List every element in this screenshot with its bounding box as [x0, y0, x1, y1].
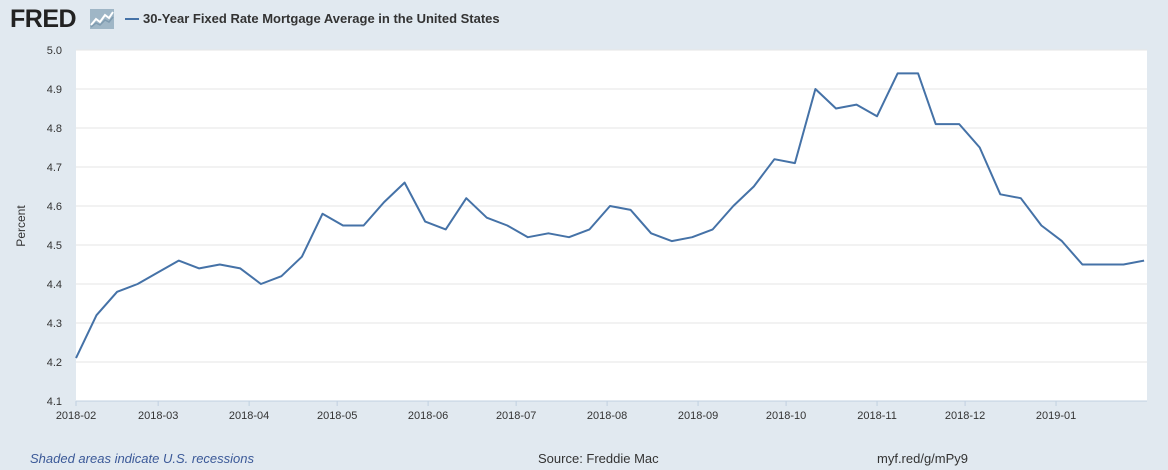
data-point[interactable]: [402, 180, 408, 186]
data-point[interactable]: [237, 265, 243, 271]
data-point[interactable]: [73, 355, 79, 361]
data-point[interactable]: [648, 230, 654, 236]
data-point[interactable]: [833, 106, 839, 112]
data-point[interactable]: [525, 234, 531, 240]
data-point[interactable]: [1100, 262, 1106, 268]
data-point[interactable]: [381, 199, 387, 205]
data-point[interactable]: [545, 230, 551, 236]
data-point[interactable]: [340, 223, 346, 229]
data-point[interactable]: [566, 234, 572, 240]
data-point[interactable]: [812, 86, 818, 92]
x-tick-label: 2018-04: [229, 410, 269, 422]
data-point[interactable]: [443, 226, 449, 232]
x-tick-label: 2018-03: [138, 410, 178, 422]
y-tick-label: 4.3: [47, 318, 62, 330]
x-tick-label: 2018-10: [766, 410, 806, 422]
y-tick-label: 4.7: [47, 162, 62, 174]
x-tick-label: 2018-06: [408, 410, 448, 422]
data-point[interactable]: [1121, 262, 1127, 268]
data-point[interactable]: [854, 102, 860, 108]
plot-background: [76, 50, 1147, 401]
y-axis-ticks: 4.1 4.2 4.3 4.4 4.5 4.6 4.7 4.8 4.9 5.0: [47, 45, 62, 408]
recession-note: Shaded areas indicate U.S. recessions: [30, 451, 255, 466]
data-point[interactable]: [607, 203, 613, 209]
data-point[interactable]: [299, 254, 305, 260]
data-point[interactable]: [196, 265, 202, 271]
short-url-link[interactable]: myf.red/g/mPy9: [877, 451, 969, 466]
data-point[interactable]: [484, 215, 490, 221]
x-tick-label: 2018-09: [678, 410, 718, 422]
x-tick-label: 2019-01: [1036, 410, 1076, 422]
y-tick-label: 4.2: [47, 357, 62, 369]
data-point[interactable]: [956, 121, 962, 127]
data-point[interactable]: [258, 281, 264, 287]
x-tick-label: 2018-08: [587, 410, 627, 422]
data-point[interactable]: [895, 70, 901, 76]
data-point[interactable]: [669, 238, 675, 244]
data-point[interactable]: [463, 195, 469, 201]
y-tick-label: 5.0: [47, 45, 62, 57]
data-point[interactable]: [1059, 238, 1065, 244]
data-point[interactable]: [977, 145, 983, 151]
data-point[interactable]: [915, 70, 921, 76]
y-tick-label: 4.6: [47, 201, 62, 213]
source-text: Source: Freddie Mac: [538, 451, 659, 466]
data-point[interactable]: [94, 312, 100, 318]
y-tick-label: 4.1: [47, 396, 62, 408]
data-point[interactable]: [135, 281, 141, 287]
data-point[interactable]: [278, 273, 284, 279]
chart-header: FRED 30-Year Fixed Rate Mortgage Average…: [0, 0, 1168, 40]
data-point[interactable]: [792, 160, 798, 166]
data-point[interactable]: [361, 223, 367, 229]
legend-line-swatch: [125, 18, 139, 20]
x-axis-ticks: 2018-02 2018-03 2018-04 2018-05 2018-06 2018-…: [56, 401, 1076, 422]
data-point[interactable]: [933, 121, 939, 127]
data-point[interactable]: [628, 207, 634, 213]
data-point[interactable]: [114, 289, 120, 295]
data-point[interactable]: [504, 223, 510, 229]
logo-graph-icon: [90, 9, 114, 29]
x-tick-label: 2018-11: [857, 410, 897, 422]
data-point[interactable]: [730, 203, 736, 209]
fred-logo[interactable]: FRED: [10, 5, 77, 33]
data-point[interactable]: [997, 191, 1003, 197]
y-tick-label: 4.8: [47, 123, 62, 135]
y-axis-label: Percent: [14, 205, 28, 247]
data-point[interactable]: [155, 269, 161, 275]
series-line[interactable]: [75, 72, 1145, 359]
x-tick-label: 2018-05: [317, 410, 357, 422]
data-point[interactable]: [710, 226, 716, 232]
data-point[interactable]: [1141, 258, 1147, 264]
data-point[interactable]: [1079, 262, 1085, 268]
x-tick-label: 2018-12: [945, 410, 985, 422]
grid-lines: [76, 49, 1147, 402]
data-point[interactable]: [689, 234, 695, 240]
data-point[interactable]: [422, 219, 428, 225]
data-point[interactable]: [874, 113, 880, 119]
x-tick-label: 2018-02: [56, 410, 96, 422]
chart-title[interactable]: 30-Year Fixed Rate Mortgage Average in t…: [143, 11, 500, 26]
y-tick-label: 4.4: [47, 279, 62, 291]
data-point[interactable]: [1018, 195, 1024, 201]
data-point[interactable]: [176, 258, 182, 264]
data-point[interactable]: [586, 226, 592, 232]
data-point[interactable]: [771, 156, 777, 162]
x-tick-label: 2018-07: [496, 410, 536, 422]
data-point[interactable]: [751, 184, 757, 190]
y-tick-label: 4.9: [47, 84, 62, 96]
y-tick-label: 4.5: [47, 240, 62, 252]
data-point[interactable]: [1038, 223, 1044, 229]
data-point[interactable]: [217, 262, 223, 268]
data-point[interactable]: [319, 211, 325, 217]
